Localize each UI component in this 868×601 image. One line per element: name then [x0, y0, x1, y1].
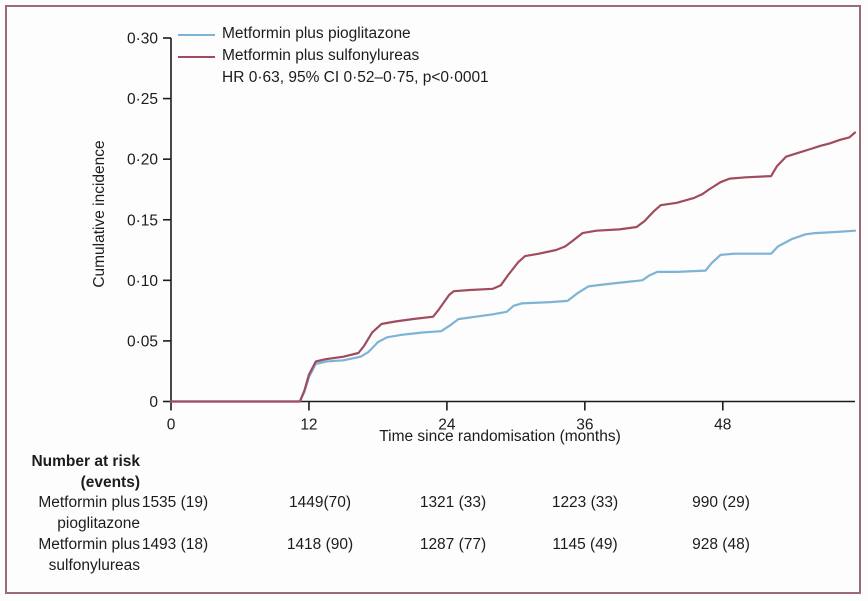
risk-value: 928 (48) [692, 536, 750, 553]
risk-value: 990 (29) [692, 494, 750, 511]
y-tick-label: 0·05 [127, 333, 158, 350]
y-tick-label: 0·15 [127, 212, 158, 229]
risk-row-sulfonylureas-label-line2: sulfonylureas [48, 557, 140, 574]
y-axis-title: Cumulative incidence [91, 140, 108, 288]
risk-value: 1449(70) [288, 494, 352, 511]
risk-value: 1535 (19) [141, 494, 209, 511]
legend-swatch-sulfonylureas-icon [178, 56, 215, 59]
risk-value: 1223 (33) [551, 494, 619, 511]
risk-table-header-line1: Number at risk [31, 453, 140, 470]
risk-table-header-line2: (events) [80, 474, 140, 491]
risk-row-pioglitazone-label-line2: pioglitazone [57, 515, 140, 532]
y-tick-label: 0·20 [127, 152, 158, 169]
legend-label-sulfonylureas: Metformin plus sulfonylureas [222, 47, 420, 64]
risk-value: 1493 (18) [141, 536, 209, 553]
y-tick-label: 0·10 [127, 273, 158, 290]
curve-sulfonylureas [169, 131, 857, 403]
x-tick-label: 36 [576, 417, 593, 434]
hr-annotation: HR 0·63, 95% CI 0·52–0·75, p<0·0001 [222, 69, 489, 86]
x-tick-label: 24 [438, 417, 456, 434]
x-tick-label: 48 [714, 417, 731, 434]
x-tick-label: 0 [167, 417, 176, 434]
y-tick-label: 0 [149, 394, 158, 411]
y-tick-label: 0·30 [127, 31, 158, 48]
legend-label-pioglitazone: Metformin plus pioglitazone [222, 25, 411, 42]
risk-value: 1418 (90) [286, 536, 354, 553]
legend-swatch-pioglitazone-icon [178, 34, 215, 37]
risk-row-sulfonylureas-label-line1: Metformin plus [38, 536, 140, 553]
risk-row-pioglitazone-label-line1: Metformin plus [38, 494, 140, 511]
curve-pioglitazone [169, 229, 857, 403]
x-axis-title: Time since randomisation (months) [379, 428, 621, 445]
risk-value: 1145 (49) [552, 536, 618, 553]
risk-value: 1321 (33) [419, 494, 487, 511]
risk-value: 1287 (77) [419, 536, 487, 553]
x-tick-label: 12 [300, 417, 317, 434]
y-tick-label: 0·25 [127, 91, 158, 108]
